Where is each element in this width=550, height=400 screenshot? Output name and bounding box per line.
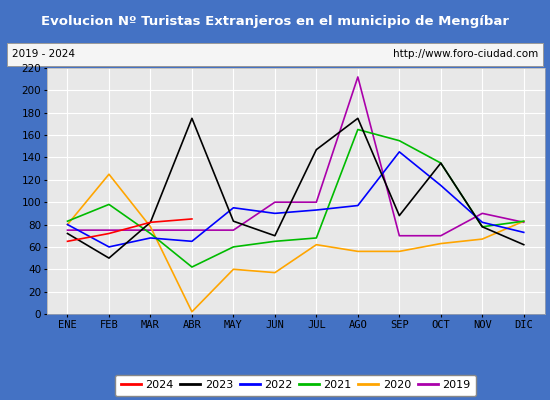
Text: http://www.foro-ciudad.com: http://www.foro-ciudad.com: [393, 49, 538, 59]
Legend: 2024, 2023, 2022, 2021, 2020, 2019: 2024, 2023, 2022, 2021, 2020, 2019: [115, 375, 476, 396]
Text: Evolucion Nº Turistas Extranjeros en el municipio de Mengíbar: Evolucion Nº Turistas Extranjeros en el …: [41, 14, 509, 28]
Text: 2019 - 2024: 2019 - 2024: [12, 49, 75, 59]
